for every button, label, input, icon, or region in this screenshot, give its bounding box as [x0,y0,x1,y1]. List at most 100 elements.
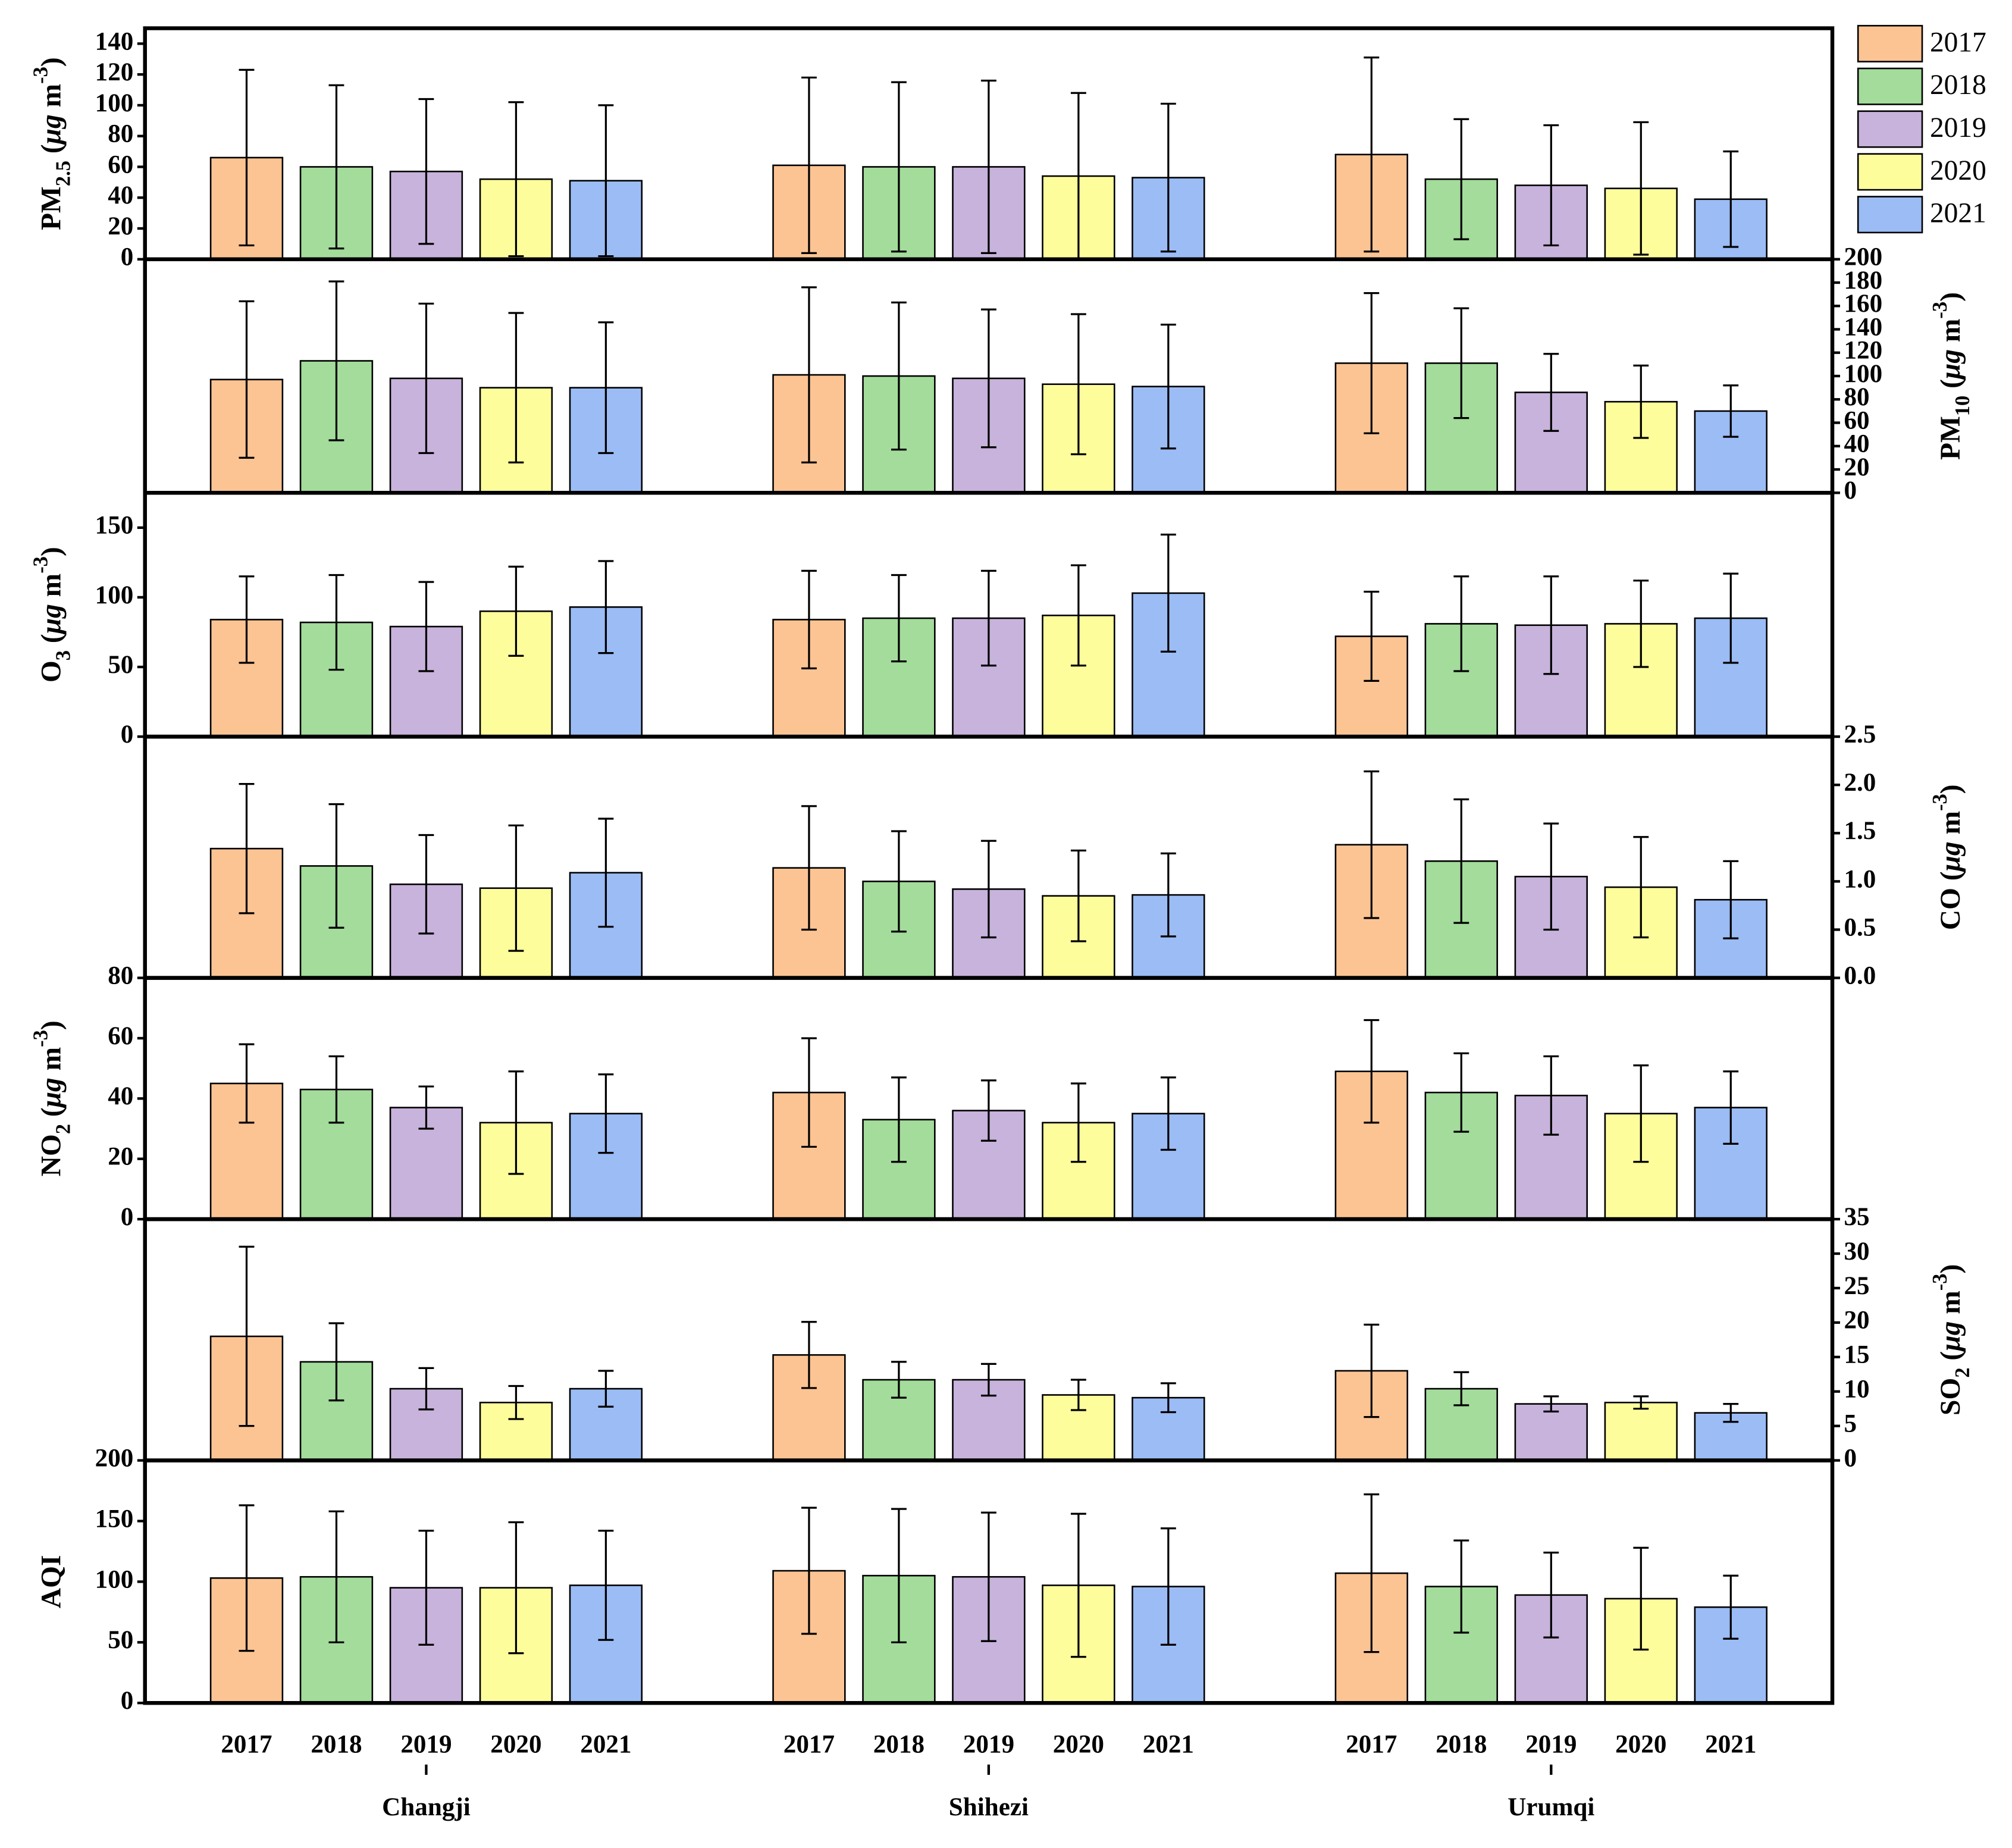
y-axis-label: O3 (μg m-3) [30,547,75,682]
y-tick-label: 1.0 [1844,865,1876,893]
y-axis-label-part: ( [36,634,67,650]
y-tick-label: 80 [108,961,133,989]
y-tick-label: 0 [121,243,134,271]
y-tick-label: 100 [95,581,134,609]
y-axis-label-part: m [36,574,67,604]
x-tick-label: 2019 [1525,1730,1577,1758]
y-axis-label-part: PM [36,186,67,230]
y-axis-label-part: -3 [1929,302,1951,319]
y-tick-label: 60 [1844,406,1869,434]
y-tick-label: 0 [121,1203,134,1231]
x-tick-label: 2019 [400,1730,452,1758]
y-axis-label: PM10 (μg m-3) [1929,292,1974,460]
y-axis-label: CO (μg m-3) [1929,784,1966,930]
y-axis-label-part: m [36,84,67,114]
legend-swatch [1857,67,1923,105]
y-tick-label: 80 [1844,383,1869,411]
y-tick-label: 25 [1844,1272,1869,1300]
y-tick-label: 160 [1844,290,1882,318]
y-axis-label-part: -3 [30,1030,52,1047]
y-tick-label: 100 [95,1565,134,1593]
y-tick-label: 20 [108,212,133,240]
y-tick-label: 40 [108,1082,133,1110]
y-tick-label: 20 [1844,1307,1869,1335]
y-axis-label-part: μg [36,114,67,146]
x-tick-label: 2020 [490,1730,541,1758]
x-tick-label: 2018 [873,1730,924,1758]
y-axis-label-part: -3 [30,67,52,84]
bar [209,619,284,738]
y-tick-label: 200 [95,1444,134,1472]
y-tick-label: 0 [1844,1444,1857,1472]
y-tick-label: 0 [121,1687,134,1715]
y-axis-label-part: 2.5 [52,161,75,186]
y-axis-label-part: 3 [52,650,75,660]
y-axis-label-part: ( [36,1107,67,1124]
y-axis-label-part: m [1935,1291,1966,1321]
x-tick-label: 2020 [1053,1730,1104,1758]
y-axis-label-part: m [1935,811,1966,841]
y-axis-label-part: μg [36,604,67,635]
x-tick-label: 2018 [1436,1730,1487,1758]
legend-swatch [1857,153,1923,191]
panel-frame [143,1458,1835,1705]
y-tick-label: 20 [1844,453,1869,481]
y-tick-label: 120 [1844,337,1882,365]
y-tick-label: 40 [1844,430,1869,458]
y-tick-label: 120 [95,58,134,86]
y-axis-label-part: m [1935,319,1966,349]
y-tick-label: 200 [1844,243,1882,271]
y-axis-label: AQI [36,1555,67,1609]
y-tick-label: 2.0 [1844,769,1876,797]
y-axis-label-part: O [36,660,67,682]
x-category-label: Urumqi [1508,1793,1594,1821]
y-axis-label-part: ( [1935,379,1966,396]
y-axis-label-part: ) [36,1020,67,1030]
y-axis-label-part: ) [36,547,67,556]
bar [1604,1401,1678,1461]
y-tick-label: 60 [108,151,133,178]
y-tick-label: 0 [121,721,134,748]
y-axis-label-part: NO [36,1134,67,1176]
x-tick-label: 2021 [1143,1730,1194,1758]
x-tick-label: 2019 [963,1730,1014,1758]
y-tick-label: 140 [1844,313,1882,341]
legend-swatch [1857,110,1923,148]
y-tick-label: 0.5 [1844,913,1876,941]
y-axis-label-part: ) [36,57,67,67]
x-tick-label: 2020 [1615,1730,1666,1758]
y-tick-label: 15 [1844,1341,1869,1369]
y-axis-label-part: SO [1935,1378,1966,1415]
y-axis-label-part: -3 [1929,1274,1951,1291]
x-tick-label: 2021 [580,1730,631,1758]
y-axis-label-part: 2 [52,1124,75,1134]
legend-label: 2018 [1930,70,1986,101]
y-tick-label: 0.0 [1844,961,1876,989]
y-axis-label-part: CO ( [1935,871,1966,930]
y-tick-label: 35 [1844,1203,1869,1231]
y-tick-label: 140 [95,27,134,55]
y-axis-label-part: PM [1935,416,1966,460]
bar [1514,1594,1588,1704]
x-category-label: Changji [382,1793,471,1821]
y-tick-label: 150 [95,512,134,540]
x-tick-label: 2017 [784,1730,835,1758]
x-tick-label: 2018 [311,1730,362,1758]
y-tick-label: 60 [108,1022,133,1050]
y-axis-label-part: ) [1935,1264,1966,1274]
legend-label: 2020 [1930,155,1986,186]
y-axis-label-part: μg [36,1078,67,1109]
y-tick-label: 30 [1844,1238,1869,1266]
y-tick-label: 1.5 [1844,817,1876,845]
legend-label: 2021 [1930,198,1986,229]
x-category-label: Shihezi [949,1793,1029,1821]
x-tick-label: 2017 [221,1730,272,1758]
y-tick-label: 50 [108,651,133,679]
x-tick-label: 2017 [1346,1730,1397,1758]
y-axis-label-part: μg [1935,349,1966,381]
y-tick-label: 150 [95,1505,134,1533]
y-axis-label-part: 10 [1951,396,1974,416]
y-axis-label-part: -3 [30,556,52,574]
x-tick-label: 2021 [1705,1730,1756,1758]
